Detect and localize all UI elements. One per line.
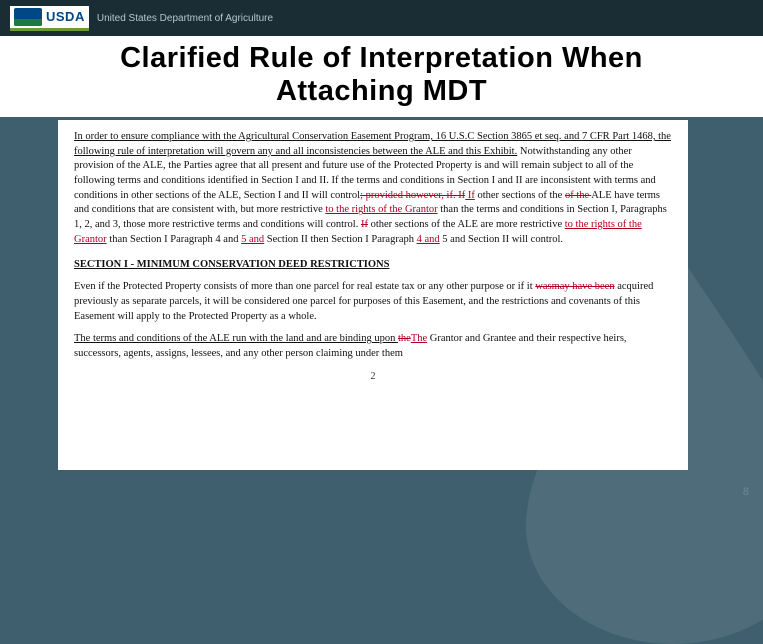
p1-text-f: than Section I Paragraph 4 and [107, 234, 241, 245]
title-line-1: Clarified Rule of Interpretation When [12, 42, 751, 75]
header-bar: USDA United States Department of Agricul… [0, 0, 763, 36]
p1-text-b: other sections of the [475, 190, 565, 201]
p2-text-a: Even if the Protected Property consists … [74, 281, 535, 292]
p1-insertion-2: to the rights of the Grantor [325, 204, 437, 215]
usda-logo-text: USDA [46, 9, 85, 24]
paragraph-1: In order to ensure compliance with the A… [74, 130, 672, 248]
p1-text-g: Section II then Section I Paragraph [264, 234, 417, 245]
paragraph-2: Even if the Protected Property consists … [74, 280, 672, 324]
p1-text-e: other sections of the ALE are more restr… [368, 219, 565, 230]
p1-text-h: 5 and Section II will control. [440, 234, 563, 245]
p1-insertion-5: 4 and [417, 234, 440, 245]
usda-mark-icon [14, 8, 42, 26]
paragraph-3: The terms and conditions of the ALE run … [74, 332, 672, 361]
p1-deletion-3: If [361, 219, 368, 230]
p3-underlined: The terms and conditions of the ALE run … [74, 333, 398, 344]
p1-insertion-4: 5 and [241, 234, 264, 245]
department-name: United States Department of Agriculture [97, 13, 273, 24]
p1-deletion-2: of the [565, 190, 591, 201]
document-page-number: 2 [74, 370, 672, 384]
slide-title: Clarified Rule of Interpretation When At… [0, 36, 763, 117]
slide-number: 8 [743, 486, 749, 498]
p3-deletion: the [398, 333, 411, 344]
section-heading: SECTION I - MINIMUM CONSERVATION DEED RE… [74, 258, 672, 273]
p1-deletion-1: ; provided however, if. If [360, 190, 465, 201]
document-excerpt: In order to ensure compliance with the A… [58, 120, 688, 470]
p3-insertion: The [411, 333, 427, 344]
p2-deletion: wasmay have been [535, 281, 614, 292]
usda-logo: USDA [10, 6, 89, 31]
title-line-2: Attaching MDT [12, 75, 751, 108]
p1-insertion-1: If [465, 190, 475, 201]
